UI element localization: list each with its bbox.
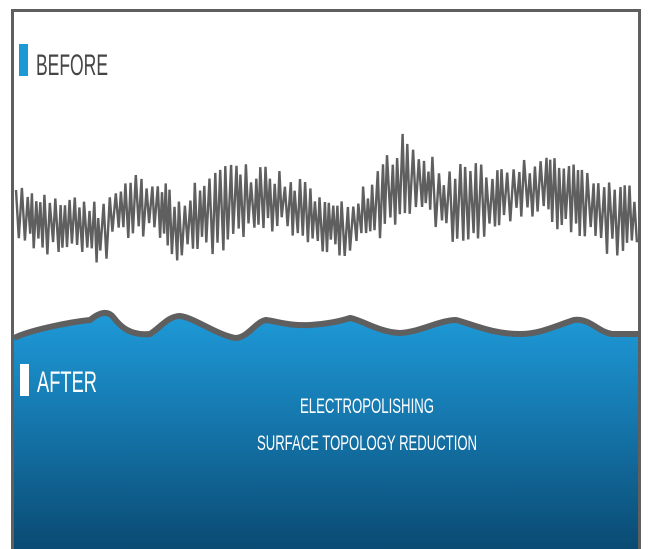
after-section: AFTER ELECTROPOLISHING SURFACE TOPOLOGY … [12,310,638,549]
after-marker [20,364,29,396]
caption-line-2: SURFACE TOPOLOGY REDUCTION [257,432,477,455]
caption-line-1: ELECTROPOLISHING [300,395,434,418]
before-marker [19,44,28,76]
polished-surface-fill [14,313,638,549]
rough-surface-profile [14,133,639,263]
polished-surface-outline [12,310,638,341]
after-label: AFTER [37,366,97,399]
before-label: BEFORE [36,49,108,82]
before-section: BEFORE [14,44,639,263]
frame-border [11,9,641,549]
